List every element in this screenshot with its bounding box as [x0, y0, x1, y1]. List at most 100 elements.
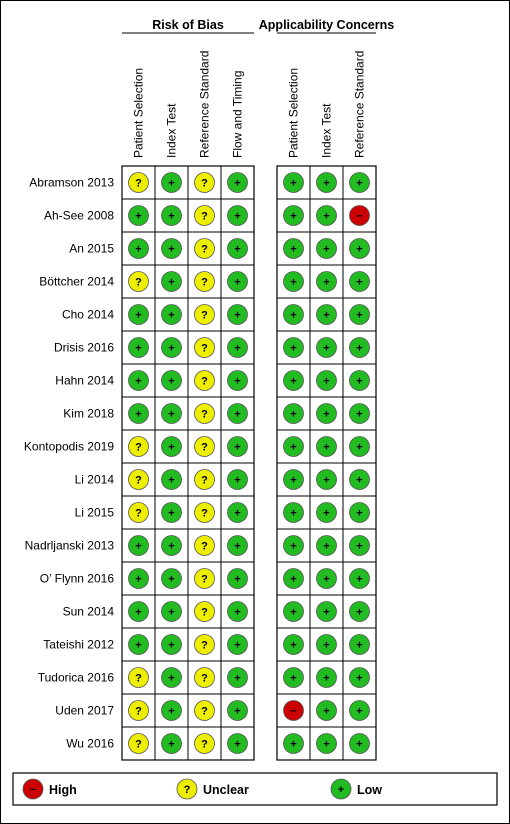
marker-applicability — [316, 601, 337, 622]
marker-applicability-symbol: + — [323, 277, 329, 289]
marker-risk-of-bias-symbol: + — [168, 442, 174, 454]
legend-marker-unclear-symbol: ? — [184, 784, 191, 796]
marker-risk-of-bias-symbol: ? — [201, 442, 208, 454]
marker-risk-of-bias-symbol: + — [234, 442, 240, 454]
marker-applicability-symbol: + — [290, 607, 296, 619]
marker-risk-of-bias — [161, 700, 182, 721]
marker-applicability-symbol: − — [356, 211, 362, 223]
marker-risk-of-bias-symbol: + — [168, 211, 174, 223]
marker-risk-of-bias-symbol: + — [168, 277, 174, 289]
marker-risk-of-bias — [128, 370, 149, 391]
marker-risk-of-bias — [128, 502, 149, 523]
study-label: Drisis 2016 — [54, 341, 114, 355]
legend-marker-high-symbol: − — [30, 784, 36, 796]
marker-risk-of-bias — [128, 337, 149, 358]
marker-applicability-symbol: + — [323, 607, 329, 619]
legend-label-high: High — [49, 783, 77, 797]
marker-risk-of-bias-symbol: ? — [201, 475, 208, 487]
marker-applicability — [349, 370, 370, 391]
marker-applicability — [349, 601, 370, 622]
group-title-applicability-concerns: Applicability Concerns — [259, 18, 394, 32]
legend-marker-low-symbol: + — [338, 784, 344, 796]
marker-applicability — [283, 469, 304, 490]
marker-risk-of-bias-symbol: + — [234, 673, 240, 685]
marker-applicability-symbol: + — [290, 574, 296, 586]
marker-risk-of-bias-symbol: + — [135, 244, 141, 256]
marker-risk-of-bias — [128, 304, 149, 325]
marker-risk-of-bias — [161, 535, 182, 556]
marker-risk-of-bias-symbol: ? — [135, 277, 142, 289]
marker-risk-of-bias — [194, 601, 215, 622]
marker-applicability — [283, 601, 304, 622]
marker-applicability — [316, 172, 337, 193]
marker-applicability — [283, 337, 304, 358]
marker-applicability — [316, 568, 337, 589]
marker-applicability-symbol: + — [290, 310, 296, 322]
marker-applicability-symbol: + — [323, 211, 329, 223]
marker-applicability — [316, 205, 337, 226]
marker-risk-of-bias — [161, 502, 182, 523]
marker-risk-of-bias — [194, 535, 215, 556]
column-header-risk-of-bias-1: Index Test — [165, 103, 179, 158]
marker-risk-of-bias — [227, 205, 248, 226]
marker-risk-of-bias-symbol: ? — [201, 178, 208, 190]
marker-risk-of-bias — [161, 205, 182, 226]
marker-risk-of-bias-symbol: + — [168, 310, 174, 322]
study-label: Tateishi 2012 — [43, 638, 114, 652]
marker-risk-of-bias — [227, 271, 248, 292]
marker-applicability-symbol: + — [290, 244, 296, 256]
marker-applicability-symbol: − — [290, 706, 296, 718]
marker-risk-of-bias — [194, 568, 215, 589]
marker-risk-of-bias-symbol: ? — [135, 442, 142, 454]
marker-risk-of-bias — [128, 403, 149, 424]
marker-risk-of-bias-symbol: + — [168, 541, 174, 553]
marker-applicability-symbol: + — [356, 475, 362, 487]
marker-risk-of-bias — [194, 502, 215, 523]
marker-risk-of-bias-symbol: + — [168, 508, 174, 520]
marker-risk-of-bias — [128, 733, 149, 754]
marker-risk-of-bias-symbol: + — [135, 541, 141, 553]
marker-applicability-symbol: + — [356, 574, 362, 586]
marker-applicability-symbol: + — [290, 673, 296, 685]
marker-applicability-symbol: + — [356, 508, 362, 520]
marker-risk-of-bias — [194, 172, 215, 193]
marker-applicability — [349, 667, 370, 688]
marker-risk-of-bias-symbol: ? — [201, 574, 208, 586]
marker-applicability-symbol: + — [323, 409, 329, 421]
marker-risk-of-bias — [161, 271, 182, 292]
marker-applicability-symbol: + — [290, 211, 296, 223]
marker-risk-of-bias-symbol: ? — [201, 244, 208, 256]
marker-risk-of-bias — [194, 436, 215, 457]
marker-risk-of-bias — [227, 733, 248, 754]
marker-risk-of-bias — [194, 634, 215, 655]
marker-risk-of-bias-symbol: + — [234, 508, 240, 520]
marker-risk-of-bias — [194, 469, 215, 490]
marker-applicability-symbol: + — [356, 376, 362, 388]
marker-risk-of-bias-symbol: ? — [201, 343, 208, 355]
marker-risk-of-bias — [194, 205, 215, 226]
marker-applicability-symbol: + — [323, 706, 329, 718]
study-label: Hahn 2014 — [55, 374, 114, 388]
marker-applicability-symbol: + — [323, 574, 329, 586]
marker-applicability-symbol: + — [356, 541, 362, 553]
marker-risk-of-bias — [161, 667, 182, 688]
marker-risk-of-bias-symbol: + — [135, 607, 141, 619]
marker-applicability — [283, 205, 304, 226]
marker-applicability — [349, 700, 370, 721]
marker-risk-of-bias — [161, 436, 182, 457]
marker-risk-of-bias-symbol: ? — [201, 739, 208, 751]
marker-risk-of-bias — [227, 469, 248, 490]
marker-risk-of-bias — [128, 271, 149, 292]
marker-risk-of-bias-symbol: ? — [135, 739, 142, 751]
marker-risk-of-bias-symbol: + — [234, 706, 240, 718]
marker-applicability — [283, 436, 304, 457]
marker-risk-of-bias — [161, 337, 182, 358]
study-label: Tudorica 2016 — [38, 671, 115, 685]
column-header-risk-of-bias-3: Flow and Timing — [231, 71, 245, 158]
marker-risk-of-bias-symbol: ? — [201, 277, 208, 289]
marker-risk-of-bias — [194, 304, 215, 325]
marker-risk-of-bias-symbol: + — [168, 409, 174, 421]
marker-risk-of-bias-symbol: + — [234, 640, 240, 652]
marker-risk-of-bias — [194, 667, 215, 688]
marker-risk-of-bias — [194, 370, 215, 391]
